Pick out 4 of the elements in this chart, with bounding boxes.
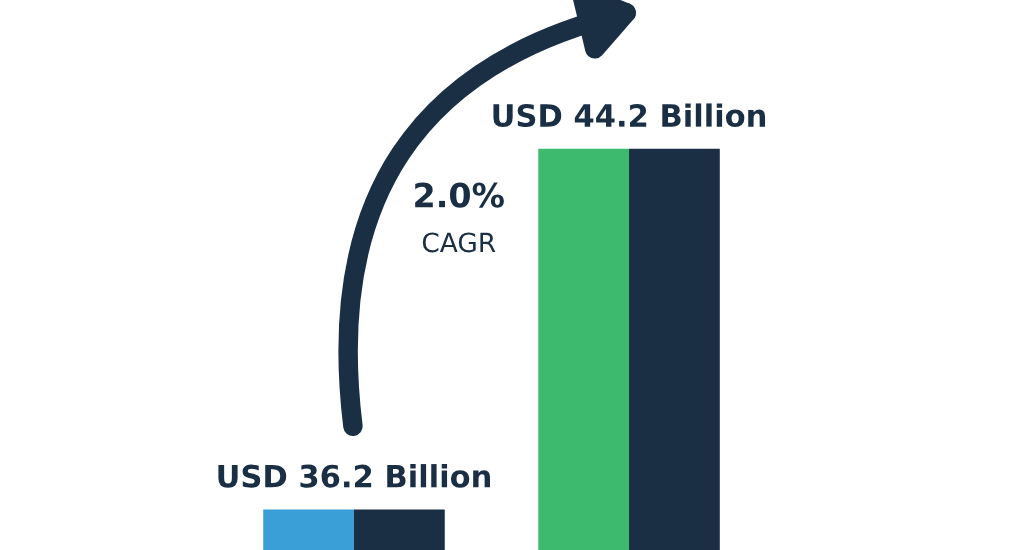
annotation: 2.0% (415, 182, 504, 208)
data-label: USD 44.2 Billion (493, 103, 766, 128)
annotation: CAGR (422, 232, 496, 253)
data-label: USD 36.2 Billion (218, 464, 490, 488)
